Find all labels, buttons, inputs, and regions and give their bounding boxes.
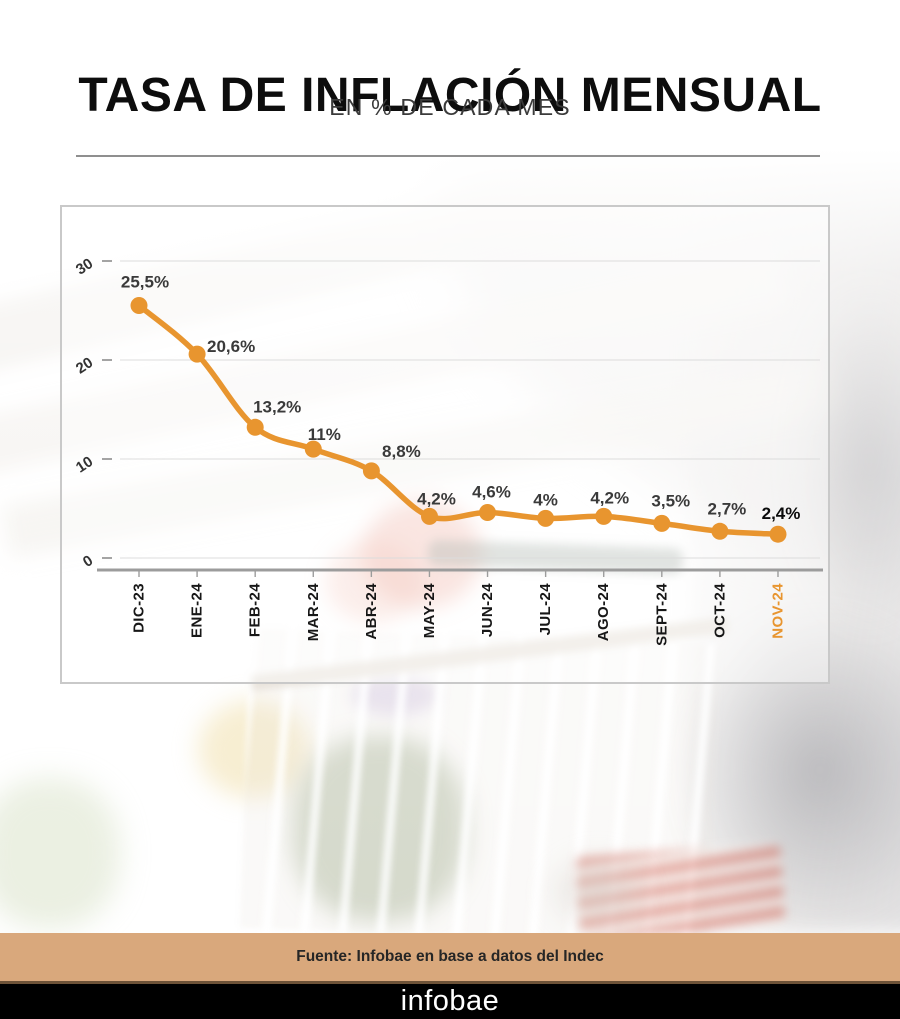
month-label: JUN-24 — [479, 583, 496, 637]
data-point — [246, 418, 264, 436]
inflation-line-chart: 0 10 20 30 DIC-23 ENE-24 FEB-24 MAR-24 ABR-24 MAY… — [73, 255, 823, 646]
shopper-hand-decoration — [540, 846, 655, 933]
source-text: Fuente: Infobae en base a datos del Inde… — [296, 948, 604, 965]
data-point — [188, 345, 206, 363]
data-point — [711, 522, 729, 540]
month-label: MAR-24 — [305, 583, 322, 641]
value-label: 2,4% — [762, 504, 801, 523]
data-point — [769, 525, 787, 543]
value-label: 4% — [533, 490, 558, 509]
data-point — [537, 509, 555, 527]
month-label: NOV-24 — [769, 583, 786, 639]
value-label: 4,6% — [472, 483, 511, 502]
month-label: DIC-23 — [131, 583, 148, 633]
red-basket-decoration — [575, 842, 786, 933]
value-label: 4,2% — [590, 488, 629, 507]
greens-decoration — [292, 736, 467, 921]
month-label: ENE-24 — [189, 583, 206, 638]
produce-decoration — [198, 700, 310, 798]
page-title: TASA DE INFLACIÓN MENSUAL — [78, 69, 822, 123]
month-label: ABR-24 — [363, 583, 380, 640]
month-label: AGO-24 — [595, 583, 612, 642]
data-point — [479, 504, 496, 521]
data-point — [362, 462, 380, 480]
value-label: 3,5% — [651, 491, 690, 510]
data-point — [595, 507, 613, 525]
value-label: 4,2% — [417, 489, 456, 508]
month-label: OCT-24 — [711, 583, 728, 638]
data-point — [304, 440, 322, 458]
value-label: 13,2% — [253, 397, 301, 416]
month-label: MAY-24 — [421, 583, 438, 638]
month-label: FEB-24 — [247, 583, 264, 637]
source-bar: Fuente: Infobae en base a datos del Inde… — [0, 933, 900, 984]
brand-bar: infobae — [0, 984, 900, 1019]
value-label: 25,5% — [121, 273, 169, 292]
y-tick-label: 0 — [80, 552, 96, 571]
data-point — [130, 297, 148, 314]
data-point — [653, 514, 671, 532]
y-tick-label: 30 — [73, 255, 96, 278]
value-label: 2,7% — [708, 499, 747, 518]
page-subtitle: EN % DE CADA MES — [329, 94, 571, 120]
brand-logo: infobae — [400, 985, 500, 1017]
background-photo — [0, 148, 900, 933]
y-tick-label: 10 — [73, 453, 96, 476]
month-label: JUL-24 — [537, 583, 554, 636]
data-point — [421, 507, 438, 525]
value-label: 8,8% — [382, 442, 421, 461]
chart-panel: 0 10 20 30 DIC-23 ENE-24 FEB-24 MAR-24 ABR-24 MAY… — [60, 205, 830, 684]
header-divider — [76, 155, 820, 157]
value-label: 20,6% — [207, 337, 255, 356]
month-label: SEPT-24 — [653, 583, 670, 646]
greens-decoration — [0, 778, 120, 928]
value-label: 11% — [308, 425, 341, 444]
y-tick-label: 20 — [73, 354, 96, 377]
